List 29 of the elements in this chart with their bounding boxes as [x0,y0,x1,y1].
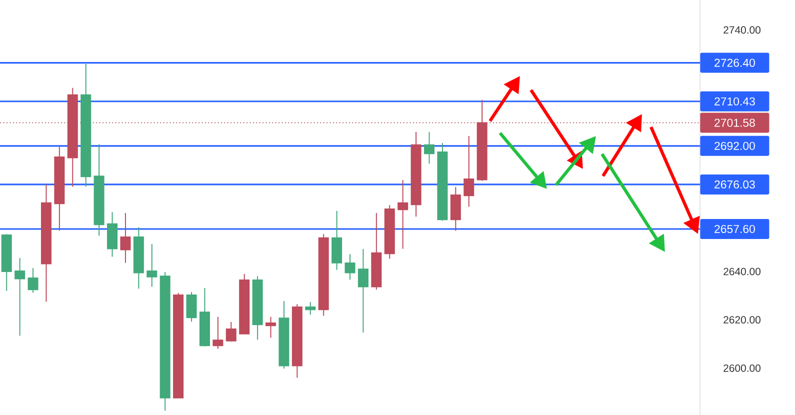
ref-line-label: 2710.43 [714,97,755,106]
candlestick [54,146,65,232]
candlestick [14,257,26,336]
ref-line-label: 2657.60 [714,224,755,234]
ref-line-label: 2676.03 [714,180,755,189]
candlestick [318,234,329,316]
candlestick [292,304,302,378]
candlestick [226,322,236,342]
ref-line-label: 2692.00 [714,142,755,150]
candlestick [398,179,408,250]
y-tick-label: 2600.00 [724,364,760,372]
candlestick [40,184,52,302]
y-tick-label: 2740.00 [724,26,760,34]
candlestick [266,316,276,338]
ref-line-label: 2726.40 [714,58,755,67]
candlestick [384,204,395,260]
candlestick [371,212,382,290]
candlestick [146,243,158,288]
candlestick [120,212,131,264]
candlestick [173,292,184,399]
candlestick [476,100,488,182]
candlestick [239,273,250,335]
y-tick-label: 2640.00 [724,268,760,276]
candlestick [410,131,422,218]
y-tick-label: 2620.00 [724,316,760,324]
candlestick [450,186,461,232]
candlestick [212,316,224,350]
candlestick [464,135,474,208]
ref-line-label: 2701.58 [714,118,755,127]
